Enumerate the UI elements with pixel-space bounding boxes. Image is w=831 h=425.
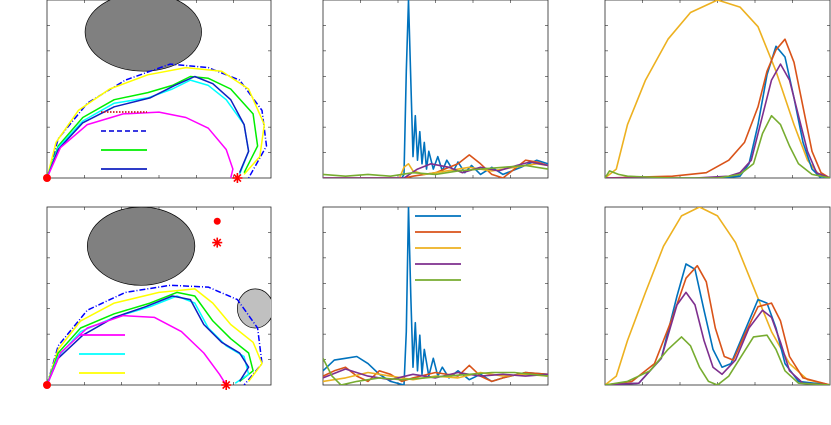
trajectory-line bbox=[47, 284, 263, 385]
series-line bbox=[323, 364, 548, 383]
panel-top-middle bbox=[322, 0, 549, 179]
series-line bbox=[605, 0, 830, 178]
obstacle-ellipse bbox=[84, 0, 202, 72]
goal-marker-legend-stroke bbox=[213, 238, 222, 247]
legend-box bbox=[409, 208, 547, 298]
plot-area bbox=[47, 0, 268, 178]
series-line bbox=[323, 207, 548, 385]
series-line bbox=[323, 0, 548, 178]
series-line bbox=[605, 45, 830, 178]
series-line bbox=[605, 207, 830, 385]
series-line bbox=[605, 291, 830, 385]
axes-frame bbox=[322, 0, 549, 179]
panel-top-right bbox=[604, 0, 831, 179]
start-point-marker bbox=[43, 381, 51, 389]
obstacle-ellipse bbox=[237, 288, 271, 329]
goal-point-marker bbox=[232, 173, 243, 183]
plot-area bbox=[323, 207, 548, 385]
trajectory-line bbox=[47, 288, 263, 385]
plot-area bbox=[47, 207, 271, 385]
axes-frame bbox=[604, 0, 831, 179]
trajectory-line bbox=[47, 295, 250, 385]
panel-bottom-left bbox=[43, 206, 272, 390]
series-line bbox=[605, 264, 830, 385]
trajectory-line bbox=[47, 75, 250, 178]
plot-area bbox=[605, 207, 830, 385]
goal-point-marker-stroke bbox=[233, 173, 242, 183]
goal-marker-legend bbox=[212, 237, 223, 248]
start-marker-legend bbox=[213, 217, 221, 225]
panel-bottom-right bbox=[604, 206, 831, 386]
start-point-marker bbox=[43, 174, 51, 182]
trajectory-line bbox=[47, 291, 254, 385]
trajectory-line bbox=[47, 295, 250, 385]
series-line bbox=[605, 114, 830, 178]
series-line bbox=[605, 334, 830, 385]
obstacle-ellipse bbox=[86, 207, 196, 286]
panel-bottom-middle bbox=[322, 206, 549, 386]
goal-point-marker bbox=[221, 380, 232, 390]
panel-top-left bbox=[43, 0, 272, 183]
series-line bbox=[605, 38, 830, 178]
series-line bbox=[323, 164, 548, 177]
trajectory-line bbox=[47, 314, 227, 385]
plot-area bbox=[323, 0, 548, 178]
series-line bbox=[323, 154, 548, 178]
series-line bbox=[323, 357, 548, 385]
series-line bbox=[323, 368, 548, 381]
trajectory-line bbox=[47, 75, 259, 178]
trajectory-line bbox=[47, 111, 234, 178]
plot-area bbox=[605, 0, 830, 178]
trajectory-line bbox=[47, 63, 268, 178]
goal-point-marker-stroke bbox=[222, 380, 231, 390]
trajectory-line bbox=[47, 66, 266, 178]
